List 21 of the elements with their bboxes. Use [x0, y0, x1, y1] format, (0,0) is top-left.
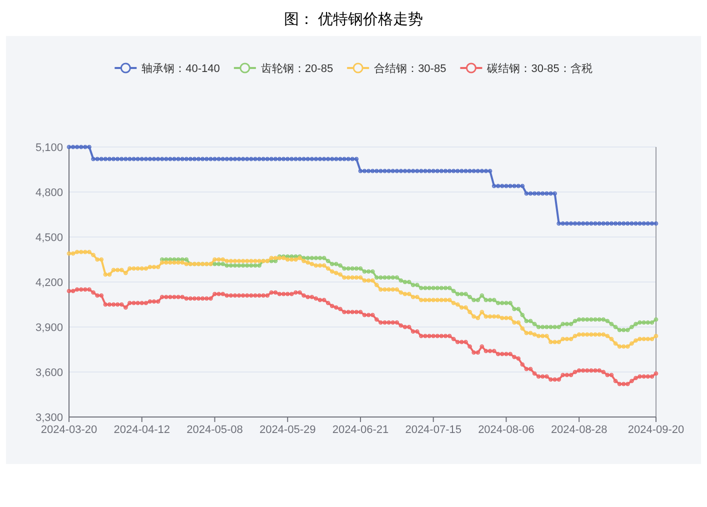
y-tick-label: 4,500 [35, 232, 63, 244]
y-tick-label: 4,800 [35, 187, 63, 199]
x-tick-label: 2024-07-15 [405, 424, 462, 436]
legend-label: 轴承钢：40-140 [142, 62, 220, 75]
x-tick-label: 2024-08-06 [478, 424, 534, 436]
legend-label: 齿轮钢：20-85 [260, 62, 334, 75]
legend-label: 碳结钢：30-85：含税 [486, 62, 592, 75]
x-tick-label: 2024-04-12 [114, 424, 170, 436]
x-tick-label: 2024-05-08 [186, 424, 243, 436]
x-tick-label: 2024-03-20 [40, 424, 98, 436]
x-tick-label: 2024-05-29 [259, 424, 316, 436]
y-tick-label: 4,200 [35, 277, 63, 289]
x-tick-label: 2024-08-28 [550, 424, 608, 436]
y-tick-label: 3,900 [35, 322, 63, 334]
x-tick-label: 2024-06-21 [332, 424, 389, 436]
x-tick-label: 2024-09-20 [628, 424, 684, 436]
y-tick-label: 3,600 [35, 367, 63, 379]
legend-label: 合结钢：30-85 [374, 62, 446, 75]
y-tick-label: 5,100 [35, 142, 63, 154]
y-tick-label: 3,300 [35, 412, 63, 424]
chart-title: 图： 优特钢价格走势 [284, 11, 424, 28]
